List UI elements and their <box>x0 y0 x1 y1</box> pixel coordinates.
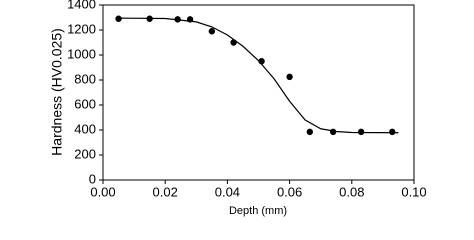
data-point <box>208 28 216 35</box>
y-tick-label: 1000 <box>67 46 96 61</box>
data-point <box>115 15 122 22</box>
y-tick-label: 1400 <box>67 0 96 11</box>
x-tick-label: 0.00 <box>90 184 115 199</box>
x-tick-label: 0.02 <box>153 184 178 199</box>
plot-frame <box>102 4 415 181</box>
y-tick-label: 600 <box>74 96 96 111</box>
x-axis-label: Depth (mm) <box>229 205 287 217</box>
y-axis-label: Hardness (HV0.025) <box>49 28 65 156</box>
x-tick-label: 0.08 <box>339 184 364 199</box>
data-point <box>357 128 365 136</box>
y-tick-label: 800 <box>74 71 96 86</box>
data-point <box>389 128 396 136</box>
y-tick-label: 200 <box>74 146 96 161</box>
data-point <box>306 128 314 136</box>
y-tick-label: 400 <box>74 121 96 136</box>
y-tick-label: 1200 <box>67 21 96 36</box>
data-point <box>286 73 293 81</box>
x-tick-label: 0.04 <box>215 184 240 199</box>
fit-line <box>118 17 399 134</box>
x-tick-label: 0.06 <box>277 184 302 199</box>
y-tick-label: 0 <box>89 171 96 186</box>
chart: Depth (mm) Hardness (HV0.025) 0 200 400 600… <box>49 0 427 217</box>
x-tick-label: 0.10 <box>401 184 426 199</box>
data-point <box>230 39 237 46</box>
